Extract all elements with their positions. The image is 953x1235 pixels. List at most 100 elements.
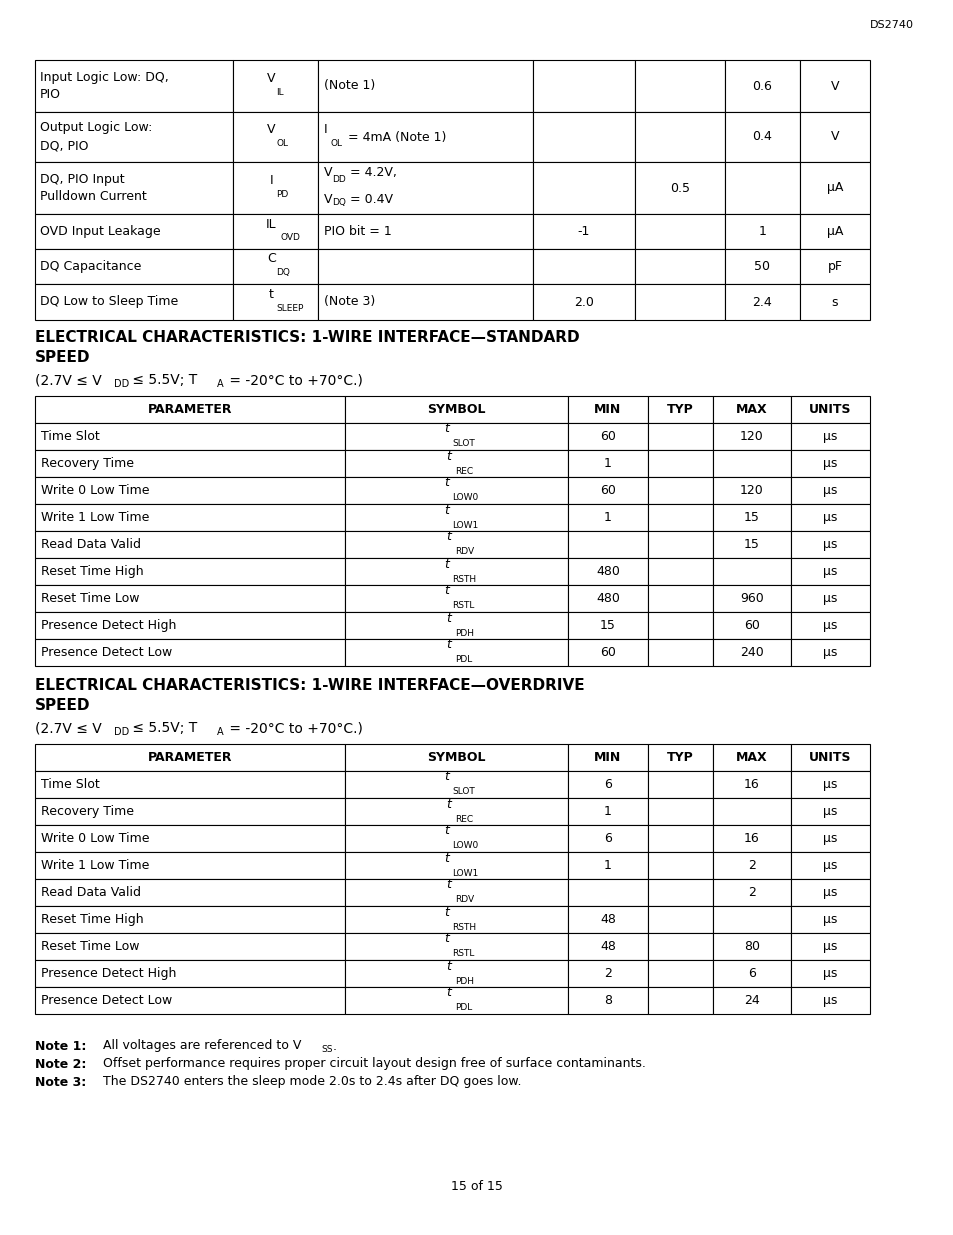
Text: t: t	[443, 771, 449, 783]
Text: 15: 15	[743, 538, 760, 551]
Bar	[567, 879, 647, 906]
Text: I: I	[270, 174, 273, 186]
Text: = -20°C to +70°C.): = -20°C to +70°C.)	[225, 721, 362, 735]
Bar	[533, 61, 635, 112]
Bar	[567, 613, 647, 638]
Text: PIO bit = 1: PIO bit = 1	[324, 225, 392, 238]
Text: LOW1: LOW1	[452, 868, 478, 878]
Bar	[233, 249, 317, 284]
Bar	[345, 450, 567, 477]
Bar	[345, 638, 567, 666]
Bar	[317, 214, 533, 249]
Bar	[317, 249, 533, 284]
Bar	[635, 214, 724, 249]
Text: PD: PD	[276, 190, 289, 199]
Bar	[712, 960, 790, 987]
Bar	[647, 558, 712, 585]
Bar	[345, 743, 567, 771]
Text: Recovery Time: Recovery Time	[41, 457, 133, 471]
Bar	[35, 504, 345, 531]
Bar	[567, 396, 647, 424]
Bar	[345, 613, 567, 638]
Bar	[712, 932, 790, 960]
Text: t: t	[443, 504, 449, 516]
Bar	[345, 932, 567, 960]
Text: Reset Time High: Reset Time High	[41, 913, 144, 926]
Bar	[35, 162, 233, 214]
Text: μs: μs	[822, 832, 837, 845]
Text: μs: μs	[822, 913, 837, 926]
Text: SPEED: SPEED	[35, 351, 91, 366]
Bar	[800, 214, 869, 249]
Text: s: s	[831, 295, 838, 309]
Bar	[790, 504, 869, 531]
Text: μA: μA	[826, 225, 842, 238]
Text: V: V	[267, 72, 275, 85]
Text: PIO: PIO	[40, 89, 61, 101]
Text: DS2740: DS2740	[869, 20, 913, 30]
Bar	[567, 798, 647, 825]
Bar	[712, 585, 790, 613]
Text: μs: μs	[822, 778, 837, 790]
Bar	[345, 504, 567, 531]
Bar	[35, 112, 233, 162]
Text: = 4.2V,: = 4.2V,	[346, 165, 396, 179]
Text: IL: IL	[266, 217, 276, 231]
Text: t: t	[269, 288, 274, 301]
Bar	[345, 531, 567, 558]
Text: μs: μs	[822, 619, 837, 632]
Bar	[647, 987, 712, 1014]
Bar	[647, 879, 712, 906]
Text: 1: 1	[603, 511, 611, 524]
Text: 48: 48	[599, 913, 616, 926]
Text: RSTH: RSTH	[452, 574, 476, 583]
Text: Input Logic Low: DQ,: Input Logic Low: DQ,	[40, 70, 169, 84]
Bar	[712, 906, 790, 932]
Bar	[35, 249, 233, 284]
Text: C: C	[267, 252, 275, 266]
Bar	[345, 960, 567, 987]
Text: Read Data Valid: Read Data Valid	[41, 885, 141, 899]
Text: PDL: PDL	[455, 1004, 472, 1013]
Bar	[317, 61, 533, 112]
Text: SPEED: SPEED	[35, 699, 91, 714]
Text: LOW0: LOW0	[452, 494, 478, 503]
Bar	[345, 987, 567, 1014]
Text: t: t	[443, 851, 449, 864]
Text: A: A	[216, 379, 223, 389]
Bar	[35, 743, 345, 771]
Text: (Note 1): (Note 1)	[324, 79, 375, 93]
Bar	[233, 112, 317, 162]
Bar	[345, 558, 567, 585]
Bar	[790, 396, 869, 424]
Text: Offset performance requires proper circuit layout design free of surface contami: Offset performance requires proper circu…	[103, 1057, 645, 1071]
Bar	[317, 112, 533, 162]
Text: 6: 6	[603, 778, 611, 790]
Bar	[712, 798, 790, 825]
Text: 1: 1	[758, 225, 765, 238]
Bar	[647, 825, 712, 852]
Text: t: t	[446, 798, 451, 810]
Bar	[35, 638, 345, 666]
Text: DQ Low to Sleep Time: DQ Low to Sleep Time	[40, 295, 178, 309]
Text: 120: 120	[740, 484, 763, 496]
Bar	[345, 825, 567, 852]
Text: Note 2:: Note 2:	[35, 1057, 87, 1071]
Bar	[790, 906, 869, 932]
Bar	[345, 771, 567, 798]
Bar	[790, 879, 869, 906]
Bar	[35, 613, 345, 638]
Bar	[35, 987, 345, 1014]
Text: REC: REC	[455, 815, 473, 824]
Text: DQ, PIO: DQ, PIO	[40, 140, 89, 152]
Text: 8: 8	[603, 994, 612, 1007]
Bar	[35, 214, 233, 249]
Text: SLOT: SLOT	[452, 788, 475, 797]
Text: MAX: MAX	[736, 403, 767, 416]
Bar	[635, 249, 724, 284]
Text: 1: 1	[603, 860, 611, 872]
Text: Presence Detect Low: Presence Detect Low	[41, 646, 172, 659]
Bar	[790, 558, 869, 585]
Text: t: t	[446, 611, 451, 625]
Text: V: V	[830, 131, 839, 143]
